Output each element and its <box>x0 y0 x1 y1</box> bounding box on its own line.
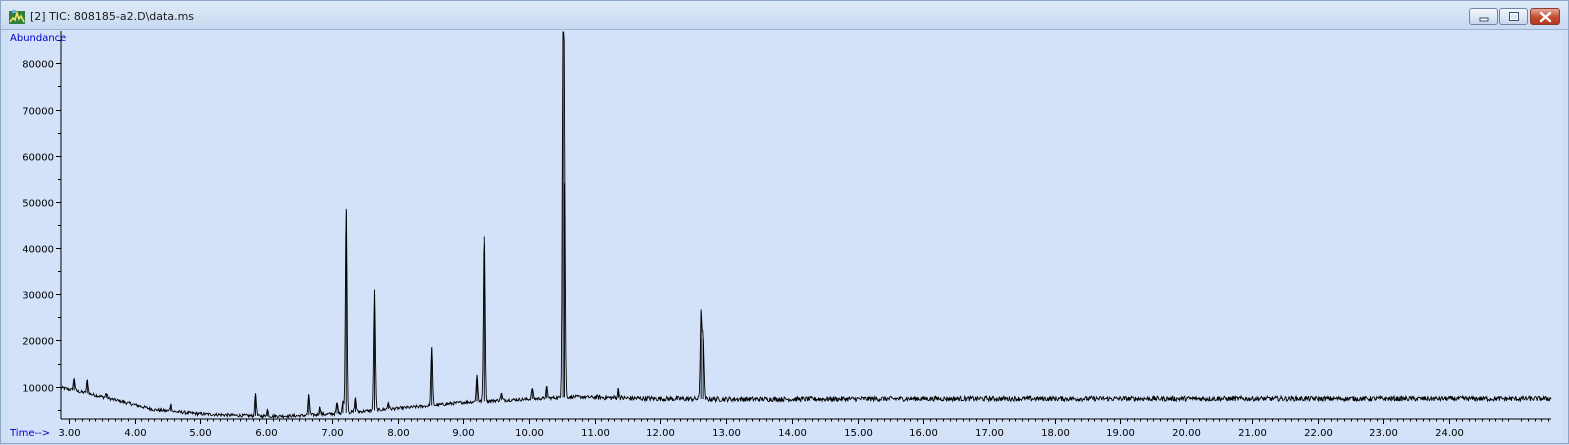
x-tick-label: 15.00 <box>844 428 873 439</box>
x-tick-label: 10.00 <box>515 428 544 439</box>
y-tick-label: 70000 <box>22 107 54 118</box>
x-tick-label: 18.00 <box>1041 428 1070 439</box>
close-icon <box>1539 11 1552 23</box>
x-tick-label: 4.00 <box>124 428 146 439</box>
x-tick-label: 8.00 <box>387 428 409 439</box>
x-tick-label: 22.00 <box>1304 428 1333 439</box>
x-tick-label: 16.00 <box>909 428 938 439</box>
y-tick-label: 50000 <box>22 199 54 210</box>
y-tick-label: 10000 <box>22 384 54 395</box>
x-axis-label: Time--> <box>9 428 50 439</box>
x-tick-label: 20.00 <box>1172 428 1201 439</box>
x-tick-label: 12.00 <box>646 428 675 439</box>
x-tick-label: 9.00 <box>452 428 474 439</box>
x-tick-label: 11.00 <box>581 428 610 439</box>
y-tick-label: 30000 <box>22 291 54 302</box>
tic-signal-trace <box>60 31 1552 419</box>
title-bar[interactable]: [2] TIC: 808185-a2.D\data.ms <box>1 1 1568 30</box>
y-tick-label: 60000 <box>22 153 54 164</box>
y-tick-label: 40000 <box>22 245 54 256</box>
x-tick-label: 7.00 <box>321 428 343 439</box>
minimize-icon <box>1479 17 1489 22</box>
y-axis-label: Abundance <box>10 33 66 44</box>
maximize-button[interactable] <box>1499 8 1528 25</box>
minimize-button[interactable] <box>1469 8 1498 25</box>
maximize-icon <box>1509 12 1519 21</box>
y-tick-label: 20000 <box>22 337 54 348</box>
x-tick-label: 19.00 <box>1106 428 1135 439</box>
window-title: [2] TIC: 808185-a2.D\data.ms <box>30 10 195 23</box>
x-tick-label: 17.00 <box>975 428 1004 439</box>
chromatogram-app-icon <box>9 9 25 24</box>
close-button[interactable] <box>1530 8 1560 25</box>
x-tick-label: 21.00 <box>1238 428 1267 439</box>
plot-area-background <box>8 30 1563 443</box>
y-tick-label: 80000 <box>22 60 54 71</box>
x-tick-label: 6.00 <box>255 428 277 439</box>
x-tick-label: 13.00 <box>712 428 741 439</box>
x-tick-label: 3.00 <box>58 428 80 439</box>
x-tick-label: 5.00 <box>189 428 211 439</box>
x-tick-label: 14.00 <box>778 428 807 439</box>
x-tick-label: 24.00 <box>1435 428 1464 439</box>
x-tick-label: 23.00 <box>1369 428 1398 439</box>
